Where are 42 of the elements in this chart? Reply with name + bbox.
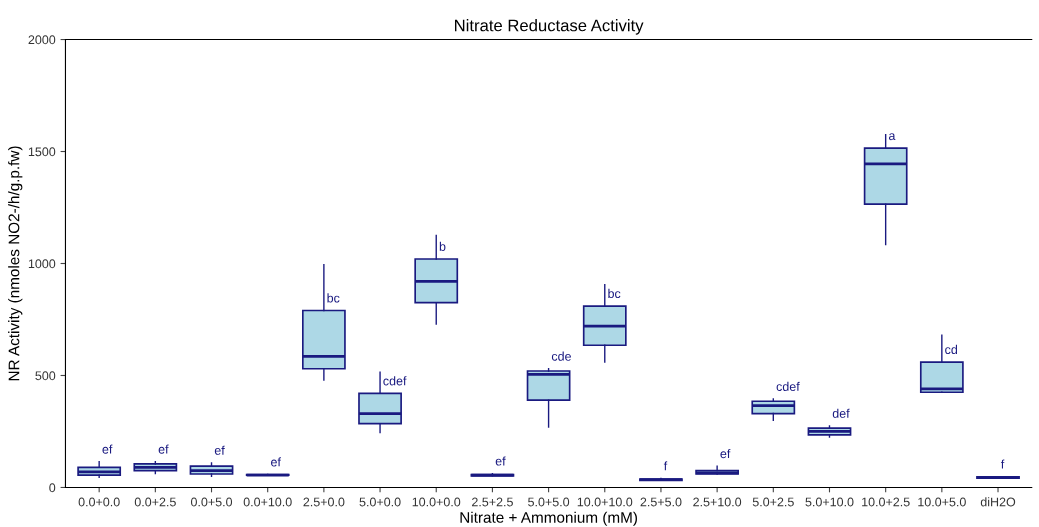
annotation: f bbox=[1000, 459, 1005, 469]
x-tick-label: 10.0+5.0 bbox=[918, 497, 966, 507]
x-tick-label: 2.5+2.5 bbox=[472, 497, 513, 507]
annotation: ef bbox=[271, 457, 281, 467]
y-axis-title: NR Activity (nmoles NO2-/h/g.p.fw) bbox=[8, 146, 23, 381]
x-tick-label: 10.0+0.0 bbox=[412, 497, 461, 507]
annotation: cde bbox=[551, 351, 571, 361]
annotation: f bbox=[663, 461, 668, 471]
x-tick-label: 5.0+5.0 bbox=[528, 497, 570, 507]
x-tick-label: 5.0+10.0 bbox=[805, 497, 854, 507]
annotation: cd bbox=[945, 344, 958, 355]
x-tick-label: 0.0+5.0 bbox=[190, 497, 233, 507]
y-tick-label: 1500 bbox=[28, 147, 56, 157]
x-tick-label: 0.0+0.0 bbox=[78, 497, 120, 507]
x-tick-label: 5.0+0.0 bbox=[359, 497, 401, 507]
annotation: def bbox=[832, 408, 850, 418]
chart-title: Nitrate Reductase Activity bbox=[455, 19, 644, 35]
x-tick-label: 10.0+10.0 bbox=[577, 497, 633, 507]
x-tick-label: 2.5+0.0 bbox=[303, 497, 345, 507]
x-tick-label: 0.0+10.0 bbox=[243, 497, 292, 507]
annotation: bc bbox=[327, 293, 340, 303]
annotation: a bbox=[888, 133, 896, 141]
x-tick-label: 2.5+10.0 bbox=[693, 497, 742, 507]
y-tick-label: 1000 bbox=[28, 259, 56, 269]
x-tick-label: 0.0+2.5 bbox=[134, 497, 176, 507]
annotation: ef bbox=[495, 456, 506, 466]
annotation: cdef bbox=[776, 381, 800, 391]
annotation: ef bbox=[102, 444, 113, 454]
y-tick-label: 2000 bbox=[28, 35, 56, 45]
annotation: b bbox=[439, 241, 446, 251]
annotation: ef bbox=[158, 444, 169, 454]
annotation: cdef bbox=[383, 376, 407, 386]
y-tick-label: 500 bbox=[35, 371, 56, 381]
annotation: bc bbox=[608, 288, 621, 299]
x-tick-label: 10.0+2.5 bbox=[862, 497, 910, 507]
annotation: ef bbox=[720, 449, 731, 459]
annotation: ef bbox=[214, 445, 225, 455]
x-tick-label: diH2O bbox=[980, 497, 1016, 507]
x-axis-title: Nitrate + Ammonium (mM) bbox=[460, 511, 637, 526]
x-tick-label: 2.5+5.0 bbox=[640, 497, 682, 507]
x-tick-label: 5.0+2.5 bbox=[752, 497, 794, 507]
y-tick-label: 0 bbox=[49, 483, 56, 493]
